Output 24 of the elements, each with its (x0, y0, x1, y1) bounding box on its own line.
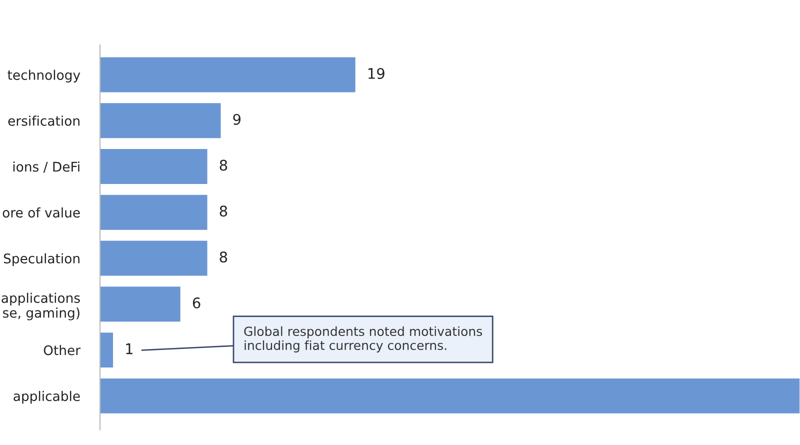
bar (100, 240, 208, 277)
bar (100, 286, 182, 322)
data-label: 9 (233, 114, 241, 125)
data-label: 8 (220, 160, 228, 171)
annotation: Global respondents noted motivations including fiat currency concerns. (244, 326, 482, 352)
data-label: 8 (220, 251, 228, 263)
y-tick-label: Other (44, 345, 81, 356)
y-tick-label: ore of value (2, 207, 80, 218)
bar (100, 194, 208, 231)
y-tick-label: Speculation (4, 253, 80, 266)
bar (100, 332, 114, 368)
bar (100, 378, 800, 414)
y-tick-label: ersification (8, 116, 80, 126)
y-tick-label: ions / DeFi (13, 162, 80, 173)
y-tick-label: applicable (14, 390, 80, 404)
data-label: 8 (220, 206, 228, 217)
data-label: 19 (368, 68, 384, 79)
bar (100, 102, 222, 139)
y-tick-label: applications se, gaming) (2, 292, 80, 320)
y-tick-label: technology (8, 70, 80, 83)
bar (100, 148, 208, 185)
bar (100, 56, 356, 94)
data-label: 1 (126, 343, 133, 354)
data-label: 6 (192, 297, 200, 308)
